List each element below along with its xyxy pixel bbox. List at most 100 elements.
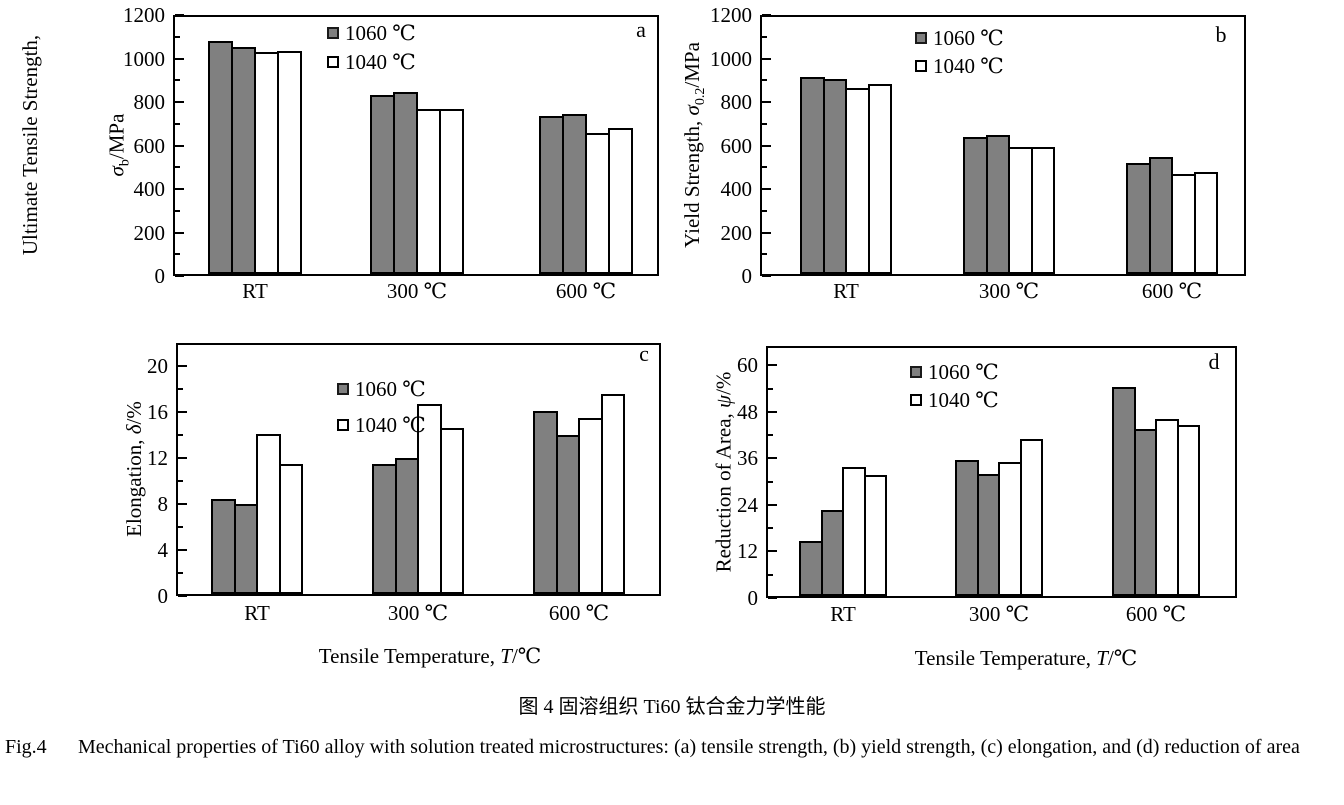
x-category-label: 600 ℃ (1141, 279, 1203, 303)
y-major-tick (175, 275, 184, 277)
panel-letter-b: b (1215, 22, 1227, 47)
chart-d-bar (976, 473, 1000, 596)
y-major-tick (768, 410, 777, 413)
chart-c-bar (533, 410, 558, 594)
y-major-tick (178, 549, 187, 551)
y-tick-label: 48 (737, 399, 758, 424)
chart-a-bar (539, 115, 564, 274)
legend-label: 1060 ℃ (928, 360, 999, 384)
y-minor-tick (175, 166, 180, 169)
x-category-label: 300 ℃ (978, 279, 1040, 303)
y-tick-label: 600 (720, 133, 753, 158)
chart-d-bar (842, 466, 866, 596)
y-tick-label: 200 (133, 220, 166, 245)
chart-c-bar (394, 458, 419, 594)
chart-b-bar (1171, 173, 1196, 274)
chart-c-bar (439, 428, 464, 594)
chart-d-bar (1112, 386, 1136, 596)
y-minor-tick (768, 527, 773, 530)
y-tick-label: 400 (720, 177, 753, 201)
chart-a-bar (608, 127, 633, 274)
legend-label: 1060 ℃ (345, 21, 416, 45)
y-minor-tick (762, 35, 767, 38)
legend-swatch-1060 (337, 383, 349, 395)
y-tick-label: 0 (157, 584, 169, 608)
y-major-tick (178, 411, 187, 413)
x-axis-title: Tensile Temperature, T/℃ (914, 646, 1138, 670)
chart-a-bar (585, 133, 610, 274)
panel-letter-d: d (1208, 349, 1220, 374)
chart-d-bar (1133, 428, 1157, 596)
y-minor-tick (178, 572, 183, 574)
y-major-tick (178, 503, 187, 505)
legend-swatch-1060 (915, 32, 927, 44)
y-major-tick (768, 503, 777, 506)
chart-b-bar (845, 87, 870, 274)
y-major-tick (762, 57, 771, 60)
chart-a-bar (208, 41, 233, 274)
chart-a-bar (277, 50, 302, 274)
y-minor-tick (178, 388, 183, 390)
y-major-tick (762, 101, 771, 103)
x-category-label: 300 ℃ (386, 279, 448, 303)
legend-swatch-1060 (327, 27, 339, 39)
y-major-tick (768, 597, 777, 599)
y-tick-label: 8 (157, 492, 169, 516)
y-minor-tick (768, 387, 773, 390)
y-tick-label: 800 (133, 90, 166, 114)
y-tick-label: 0 (154, 264, 166, 288)
y-tick-label: 0 (747, 586, 759, 610)
chart-c-bar (555, 435, 580, 594)
y-major-tick (175, 57, 184, 60)
chart-d-bar (863, 475, 887, 596)
y-minor-tick (178, 480, 183, 482)
y-major-tick (768, 550, 777, 553)
y-tick-label: 600 (133, 133, 166, 158)
legend-swatch-1040 (915, 60, 927, 72)
chart-c-bar (278, 463, 303, 594)
chart-c-bar (256, 433, 281, 594)
chart-a-bar (439, 108, 464, 274)
y-major-tick (762, 275, 771, 277)
x-category-label: 600 ℃ (555, 279, 617, 303)
chart-a-bar (393, 91, 418, 274)
chart-b-bar (1008, 147, 1033, 274)
legend-label: 1040 ℃ (345, 50, 416, 74)
y-major-tick (762, 188, 771, 190)
chart-a-bar (416, 108, 441, 274)
y-major-tick (178, 365, 187, 367)
chart-b-bar (1030, 147, 1055, 274)
y-tick-label: 36 (737, 446, 758, 471)
y-major-tick (175, 188, 184, 190)
y-major-tick (175, 14, 184, 16)
chart-c-bar (578, 417, 603, 594)
y-major-tick (175, 101, 184, 103)
y-minor-tick (175, 35, 180, 38)
chart-c-bar (600, 393, 625, 594)
chart-b-bar (1126, 163, 1151, 274)
y-tick-label: 400 (133, 177, 166, 201)
x-category-label: 300 ℃ (387, 601, 449, 625)
y-major-tick (762, 144, 771, 147)
chart-b-bar (822, 78, 847, 274)
y-major-tick (178, 457, 187, 459)
legend-label: 1060 ℃ (933, 26, 1004, 50)
chart-d-bar (799, 541, 823, 596)
y-tick-label: 24 (737, 492, 758, 517)
chart-a-bar (562, 114, 587, 274)
y-minor-tick (178, 434, 183, 436)
legend-label: 1040 ℃ (933, 54, 1004, 78)
y-major-tick (178, 595, 187, 597)
y-minor-tick (762, 166, 767, 169)
legend-label: 1060 ℃ (355, 377, 426, 401)
chart-c-bar (233, 504, 258, 594)
y-minor-tick (768, 434, 773, 437)
chart-c-bar (417, 403, 442, 594)
legend-label: 1040 ℃ (928, 388, 999, 412)
y-tick-label: 4 (157, 538, 169, 562)
chart-d-bar (998, 462, 1022, 596)
y-minor-tick (762, 209, 767, 212)
x-category-label: 300 ℃ (968, 602, 1030, 626)
legend-label: 1040 ℃ (355, 413, 426, 437)
